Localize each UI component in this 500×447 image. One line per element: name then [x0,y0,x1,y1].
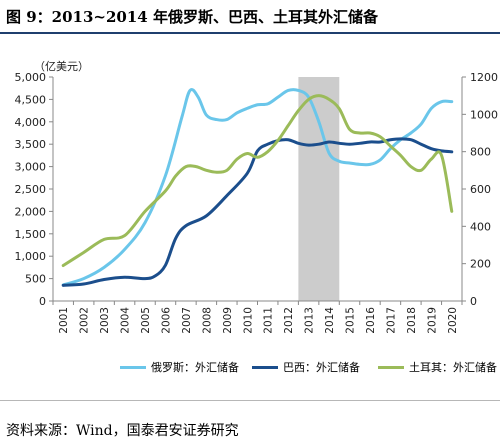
left-tick-label: 500 [25,273,46,286]
left-tick-label: 4,000 [15,116,47,129]
x-tick-label: 2003 [99,307,111,334]
right-tick-label: 600 [470,183,491,196]
x-tick-label: 2002 [79,307,91,334]
x-tick-label: 2020 [447,307,459,334]
x-tick-label: 2001 [58,307,70,334]
right-tick-label: 800 [470,146,491,159]
legend-label: 俄罗斯：外汇储备 [151,361,239,374]
legend-label: 土耳其：外汇储备 [409,361,497,374]
left-tick-label: 2,500 [15,183,47,196]
series-line-2 [61,137,454,287]
x-tick-label: 2014 [324,307,336,334]
legend-item: 土耳其：外汇储备 [378,356,497,378]
x-tick-label: 2008 [201,307,213,334]
x-tick-label: 2004 [120,307,132,334]
source-note: 资料来源：Wind，国泰君安证券研究 [6,423,239,439]
x-tick-label: 2012 [283,307,295,334]
left-tick-label: 1,000 [15,250,47,263]
line-chart: 0 500 1,000 1,500 2,000 2,500 3,000 3,500 4,000 4… [15,71,499,334]
right-tick-label: 1200 [470,71,498,84]
x-tick-label: 2013 [304,307,316,334]
legend-swatch [120,365,146,369]
left-tick-label: 5,000 [15,71,47,84]
x-tick-label: 2017 [385,307,397,334]
x-tick-label: 2010 [242,307,254,334]
left-tick-label: 3,500 [15,138,47,151]
figure-title-bar: 图 9：2013~2014 年俄罗斯、巴西、土耳其外汇储备 [0,0,500,34]
divider [0,400,500,401]
legend-swatch [378,365,404,369]
legend-label: 巴西：外汇储备 [283,361,360,374]
legend-item: 俄罗斯：外汇储备 [120,356,239,378]
left-tick-label: 3,000 [15,161,47,174]
series-line-1 [61,88,454,287]
x-tick-label: 2007 [181,307,193,334]
right-tick-label: 200 [470,258,491,271]
x-tick-label: 2009 [222,307,234,334]
right-tick-label: 0 [470,295,477,308]
x-tick-label: 2018 [406,307,418,334]
left-axis-unit-label: （亿美元） [34,60,89,73]
x-tick-label: 2019 [426,307,438,334]
right-tick-label: 1000 [470,108,498,121]
x-tick-label: 2015 [345,307,357,334]
left-tick-label: 1,500 [15,228,47,241]
x-tick-label: 2011 [263,307,275,334]
chart-legend: 俄罗斯：外汇储备 巴西：外汇储备 土耳其：外汇储备 [0,356,500,378]
shaded-period [298,77,340,301]
x-tick-label: 2016 [365,307,377,334]
right-tick-label: 400 [470,220,491,233]
legend-swatch [252,365,278,369]
series-line-3 [61,94,454,268]
left-tick-label: 0 [39,295,46,308]
figure-title: 图 9：2013~2014 年俄罗斯、巴西、土耳其外汇储备 [6,8,378,26]
left-tick-label: 4,500 [15,93,47,106]
x-tick-label: 2005 [140,307,152,334]
legend-item: 巴西：外汇储备 [252,356,360,378]
left-tick-label: 2,000 [15,205,47,218]
x-tick-label: 2006 [160,307,172,334]
